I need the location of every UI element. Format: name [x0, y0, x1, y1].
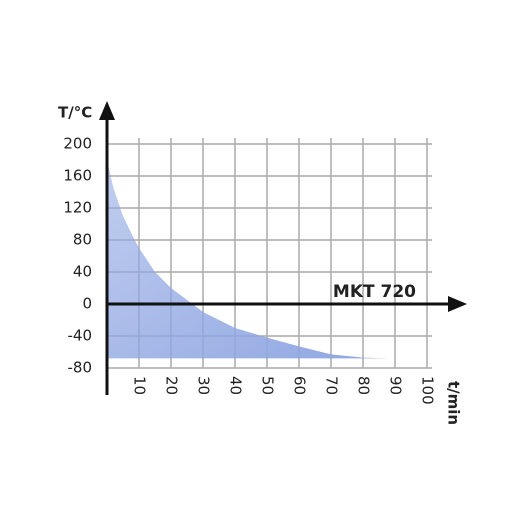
chart-title: MKT 720: [333, 282, 416, 302]
y-tick-label: -40: [68, 327, 93, 345]
x-axis-label: t/min: [445, 381, 463, 425]
y-axis-label: T/°C: [58, 104, 92, 122]
x-tick-label: 40: [227, 376, 245, 395]
x-tick-label: 50: [259, 376, 277, 395]
y-axis-arrow: [99, 101, 115, 120]
y-tick-label: 200: [63, 135, 92, 153]
y-tick-label: 160: [63, 167, 92, 185]
x-tick-label: 10: [131, 376, 149, 395]
y-tick-label: 80: [73, 231, 92, 249]
x-tick-label: 70: [323, 376, 341, 395]
y-tick-label: 120: [63, 199, 92, 217]
y-tick-label: 40: [73, 263, 92, 281]
x-tick-label: 20: [163, 376, 181, 395]
x-tick-label: 30: [195, 376, 213, 395]
x-axis-arrow: [448, 296, 467, 312]
x-tick-label: 80: [355, 376, 373, 395]
x-tick-label: 100: [419, 376, 437, 405]
area-fill: [107, 160, 389, 359]
y-tick-label: -80: [68, 359, 93, 377]
x-tick-label: 60: [291, 376, 309, 395]
x-tick-label: 90: [387, 376, 405, 395]
y-tick-label: 0: [82, 295, 92, 313]
